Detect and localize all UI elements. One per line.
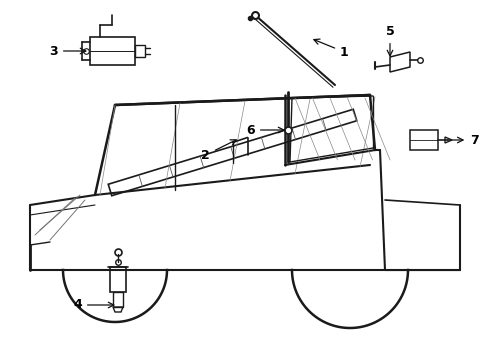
Text: 6: 6 <box>246 123 283 136</box>
Text: 3: 3 <box>49 45 86 58</box>
Text: 2: 2 <box>201 140 236 162</box>
Polygon shape <box>90 37 135 65</box>
Text: 5: 5 <box>385 25 393 56</box>
Polygon shape <box>409 130 437 150</box>
Polygon shape <box>389 52 409 72</box>
Text: 7: 7 <box>447 134 478 147</box>
Polygon shape <box>110 267 126 292</box>
Text: 4: 4 <box>73 298 114 311</box>
Text: 1: 1 <box>313 39 348 59</box>
